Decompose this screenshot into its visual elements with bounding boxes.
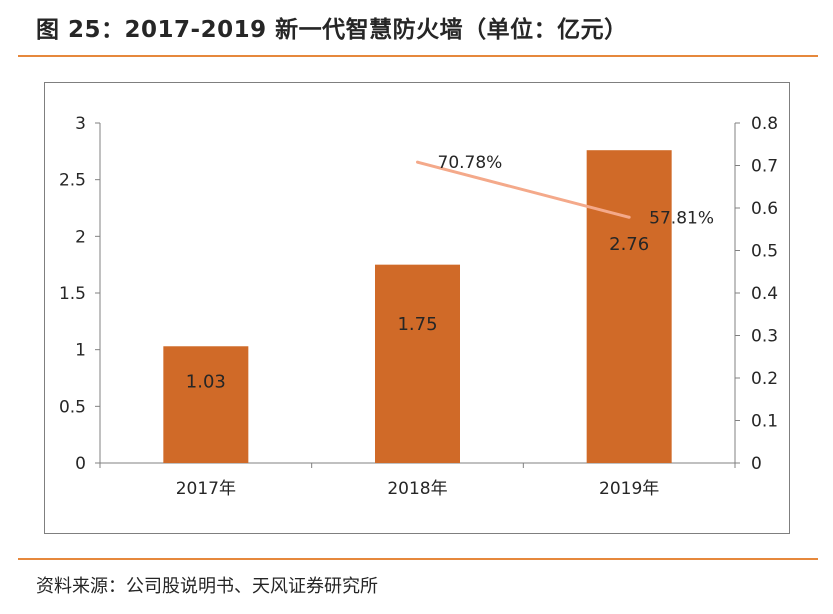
left-tick-label: 1.5	[59, 284, 86, 304]
bar	[163, 346, 249, 463]
x-tick-label: 2018年	[387, 479, 447, 499]
labels-layer: 1.03 1.75 2.76 70.78% 57.81%	[186, 153, 714, 392]
bars-layer	[163, 150, 672, 463]
ratio-data-label: 57.81%	[649, 208, 714, 228]
left-tick-label: 2.5	[59, 171, 86, 191]
right-tick-label: 0.7	[751, 157, 778, 177]
right-tick-label: 0.5	[751, 242, 778, 262]
bar-data-label: 1.75	[397, 314, 437, 335]
x-tick-label: 2017年	[176, 479, 236, 499]
right-tick-label: 0.2	[751, 369, 778, 389]
x-tick-label: 2019年	[599, 479, 659, 499]
left-tick-label: 1	[75, 341, 86, 361]
right-tick-label: 0.4	[751, 284, 778, 304]
ratio-point	[416, 160, 419, 164]
left-tick-label: 0	[75, 454, 86, 474]
ratio-data-label: 70.78%	[438, 153, 503, 173]
bar-data-label: 2.76	[609, 234, 649, 255]
left-tick-label: 0.5	[59, 397, 86, 417]
left-tick-label: 3	[75, 114, 86, 134]
ratio-line	[417, 160, 630, 219]
source-note: 资料来源：公司股说明书、天风证券研究所	[36, 576, 378, 597]
axes-layer: 0 0.5 1 1.5 2 2.5 3 0 0.1 0.2 0.3 0.4 0.5 0.6 0.7 0.8 20…	[59, 114, 778, 499]
title-divider	[18, 55, 818, 57]
line-layer	[416, 160, 631, 219]
chart-frame	[44, 82, 790, 534]
right-tick-label: 0.3	[751, 327, 778, 347]
bar	[375, 264, 460, 463]
bar	[586, 150, 672, 463]
right-tick-label: 0	[751, 454, 762, 474]
right-tick-label: 0.8	[751, 114, 778, 134]
left-tick-label: 2	[75, 227, 86, 247]
right-tick-label: 0.1	[751, 412, 778, 432]
right-tick-label: 0.6	[751, 199, 778, 219]
source-divider	[18, 558, 818, 560]
figure-title: 图 25：2017-2019 新一代智慧防火墙（单位：亿元）	[36, 17, 628, 43]
bar-data-label: 1.03	[186, 371, 226, 392]
ratio-point	[627, 215, 631, 219]
